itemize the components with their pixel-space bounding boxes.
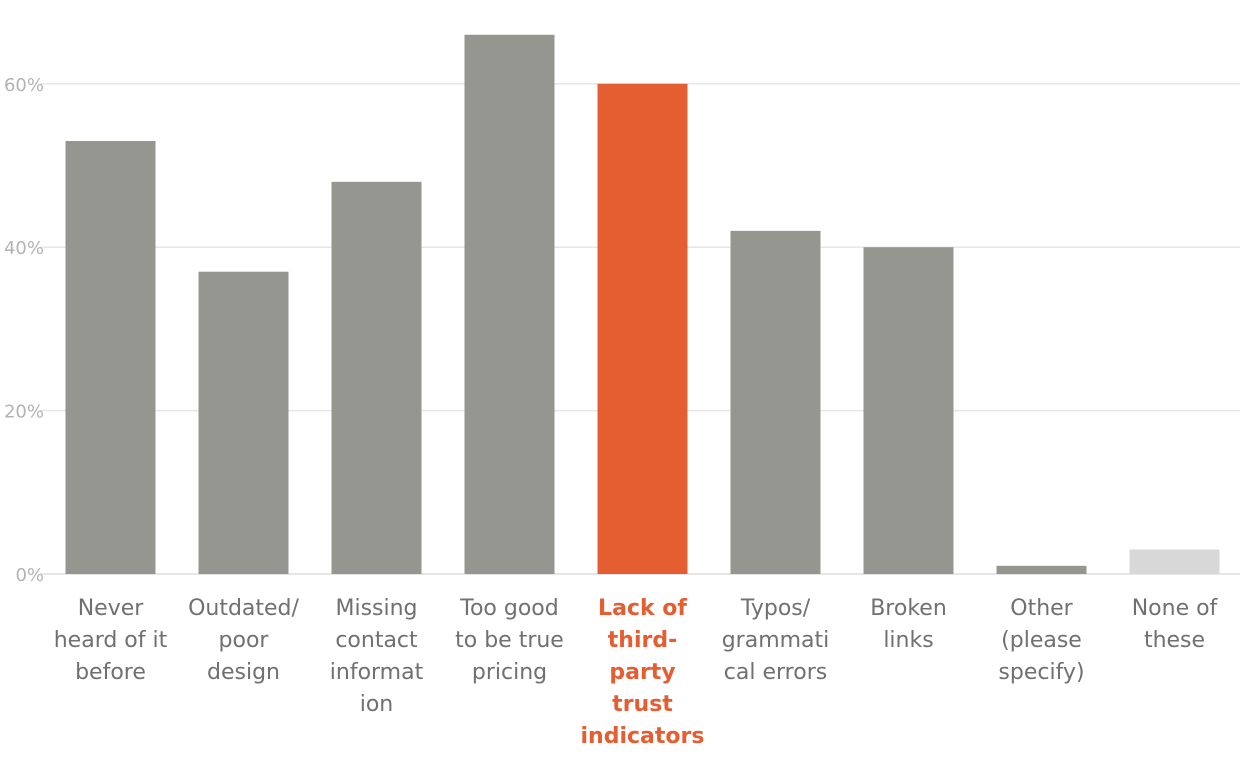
x-tick-label: None of these [1132,596,1219,653]
y-tick-label: 20% [4,402,44,423]
bar [863,247,954,574]
bar [65,140,156,575]
x-tick-label: Outdated/poor design [188,596,299,685]
x-tick-label: Lack of third-party trust indicators [581,596,705,749]
y-tick-label: 40% [4,238,44,259]
y-tick-label: 0% [15,565,44,586]
bar [198,271,289,574]
y-tick-label: 60% [4,75,44,96]
x-tick-label: Broken links [870,596,947,653]
bar [730,230,821,575]
x-tick-label: Never heard of it before [54,596,168,685]
bar [996,565,1087,574]
x-tick-label: Typos/grammati cal errors [722,596,830,685]
bar [464,34,555,574]
bar [1129,549,1220,574]
x-tick-label: Too good to be true pricing [455,596,564,685]
x-tick-label: Other (please specify) [998,596,1084,685]
x-tick-label: Missing contact informat ion [330,596,424,717]
bar [597,83,688,575]
bar [331,181,422,574]
